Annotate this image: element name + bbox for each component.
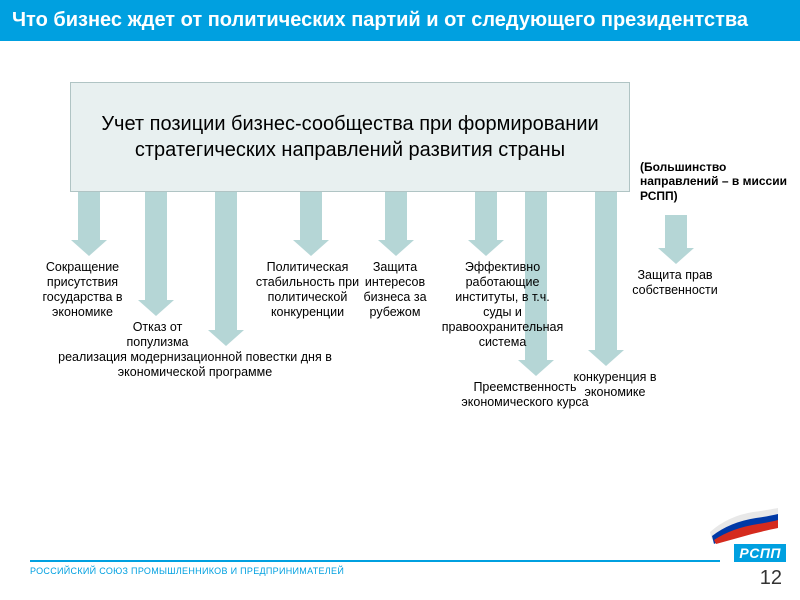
branch-label-1: Отказ от популизма: [110, 320, 205, 350]
arrow-8: [665, 215, 687, 250]
side-annotation: (Большинство направлений – в миссии РСПП…: [640, 160, 790, 203]
arrow-0: [78, 192, 100, 242]
main-concept-box: Учет позиции бизнес-сообщества при форми…: [70, 82, 630, 192]
arrow-3: [300, 192, 322, 242]
branch-label-2: реализация модернизационной повестки дня…: [35, 350, 355, 380]
page-number: 12: [760, 567, 782, 590]
footer-org-name: РОССИЙСКИЙ СОЮЗ ПРОМЫШЛЕННИКОВ И ПРЕДПРИ…: [30, 566, 344, 576]
arrow-2: [215, 192, 237, 332]
arrow-5: [475, 192, 497, 242]
branch-label-7: конкуренция в экономике: [560, 370, 670, 400]
rspp-logo: РСПП: [698, 507, 788, 562]
footer-divider: [30, 560, 720, 562]
flag-icon: [708, 506, 780, 544]
branch-label-0: Сокращение присутствия государства в эко…: [20, 260, 145, 320]
footer: РОССИЙСКИЙ СОЮЗ ПРОМЫШЛЕННИКОВ И ПРЕДПРИ…: [0, 560, 800, 600]
arrow-4: [385, 192, 407, 242]
arrow-1: [145, 192, 167, 302]
branch-label-5: Эффективно работающие институты, в т.ч. …: [440, 260, 565, 350]
branch-label-4: Защита интересов бизнеса за рубежом: [350, 260, 440, 320]
branch-label-8: Защита прав собственности: [620, 268, 730, 298]
slide-title: Что бизнес ждет от политических партий и…: [0, 0, 800, 41]
arrow-7: [595, 192, 617, 352]
